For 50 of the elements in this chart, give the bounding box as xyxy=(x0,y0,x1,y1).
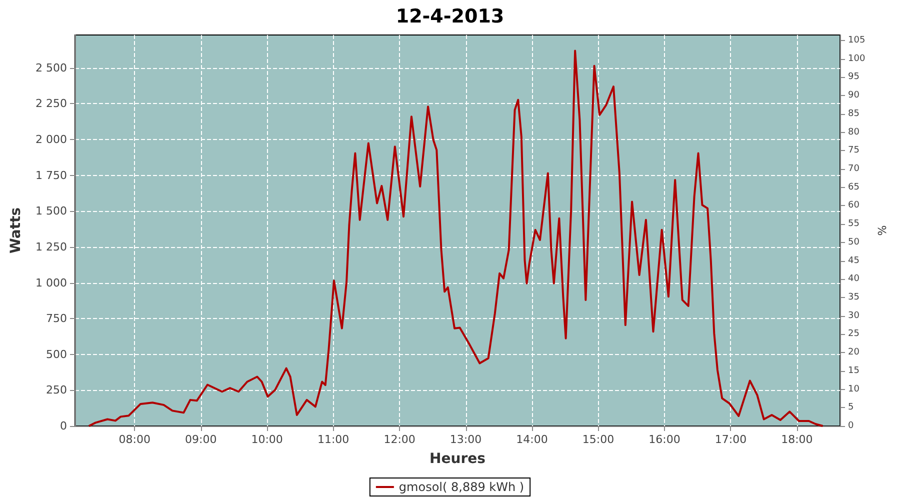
y2-tick-label: 60 xyxy=(848,200,860,211)
y2-tick-label: 50 xyxy=(848,237,860,248)
y2-tick-label: 75 xyxy=(848,146,860,156)
x-tick-label: 09:00 xyxy=(184,433,217,446)
x-tick-label: 13:00 xyxy=(450,433,482,446)
legend-label: gmosol( 8,889 kWh ) xyxy=(398,480,524,494)
y-tick-label: 0 xyxy=(60,420,67,432)
y-tick-label: 1 750 xyxy=(36,168,67,182)
y2-tick-label: 15 xyxy=(848,366,860,376)
y2-tick-label: 95 xyxy=(848,72,860,82)
y2-tick-label: 5 xyxy=(848,402,854,413)
y2-tick-label: 25 xyxy=(848,329,860,340)
y2-tick-label: 10 xyxy=(848,384,860,394)
y2-tick-label: 20 xyxy=(848,348,860,358)
x-tick-label: 12:00 xyxy=(384,433,416,446)
y2-tick-label: 105 xyxy=(848,36,866,46)
y2-tick-label: 70 xyxy=(848,164,860,174)
y2-tick-label: 30 xyxy=(848,310,860,321)
y2-axis-title: % xyxy=(875,225,888,236)
y2-tick-label: 35 xyxy=(848,292,860,302)
y-tick-label: 250 xyxy=(46,384,67,397)
y2-tick-label: 65 xyxy=(848,182,860,192)
y-tick-label: 2 000 xyxy=(36,133,67,146)
y-tick-label: 1 000 xyxy=(36,276,67,290)
y2-tick-label: 90 xyxy=(848,90,860,101)
y2-tick-label: 85 xyxy=(848,108,860,119)
y2-tick-label: 45 xyxy=(848,256,860,266)
y-tick-label: 1 500 xyxy=(36,204,67,218)
y-tick-label: 750 xyxy=(46,312,67,326)
x-tick-label: 11:00 xyxy=(317,433,350,446)
x-tick-label: 14:00 xyxy=(516,433,548,446)
x-tick-label: 15:00 xyxy=(582,433,614,446)
y-tick-label: 500 xyxy=(46,348,67,361)
x-axis-title: Heures xyxy=(430,451,486,467)
x-tick-label: 18:00 xyxy=(781,433,813,446)
x-tick-label: 16:00 xyxy=(648,433,680,446)
x-tick-label: 10:00 xyxy=(251,433,283,446)
x-tick-label: 08:00 xyxy=(118,433,150,446)
x-tick-label: 17:00 xyxy=(714,433,747,446)
y2-tick-label: 40 xyxy=(848,274,860,284)
y-tick-label: 2 250 xyxy=(36,97,67,110)
y-tick-label: 2 500 xyxy=(36,61,67,74)
line-series xyxy=(88,50,824,427)
y-axis-title: Watts xyxy=(8,207,24,254)
y2-tick-label: 55 xyxy=(848,219,860,230)
y2-tick-label: 100 xyxy=(848,54,866,64)
y-tick-label: 1 250 xyxy=(36,240,67,254)
y2-tick-label: 80 xyxy=(848,127,860,138)
y2-tick-label: 0 xyxy=(848,421,854,431)
chart-title: 12-4-2013 xyxy=(396,6,504,28)
